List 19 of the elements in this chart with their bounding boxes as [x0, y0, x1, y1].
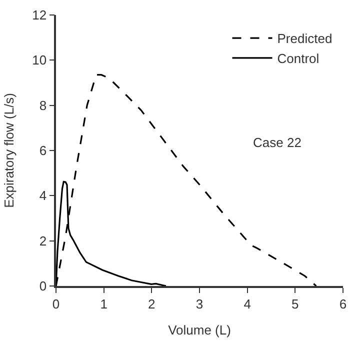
- y-tick-label: 12: [32, 8, 47, 23]
- x-tick-label: 5: [292, 296, 299, 312]
- y-tick-label: 8: [39, 98, 47, 113]
- y-tick-label: 10: [32, 52, 47, 68]
- x-tick-label: 4: [244, 296, 251, 312]
- y-tick-label: 0: [39, 278, 47, 294]
- y-tick-label: 2: [39, 233, 47, 248]
- x-tick-label: 2: [148, 296, 156, 312]
- y-axis-title: Expiratory flow (L/s): [2, 93, 17, 208]
- x-tick-label: 0: [52, 296, 60, 312]
- y-tick-label: 6: [39, 143, 47, 158]
- x-tick-label: 1: [100, 296, 108, 312]
- legend-label: Predicted: [277, 31, 332, 46]
- x-tick-label: 3: [196, 296, 204, 312]
- y-tick-label: 4: [39, 188, 47, 204]
- x-tick-label: 6: [339, 296, 347, 312]
- x-axis-title: Volume (L): [168, 322, 231, 338]
- annotation: Case 22: [253, 135, 302, 150]
- legend-label: Control: [277, 51, 320, 66]
